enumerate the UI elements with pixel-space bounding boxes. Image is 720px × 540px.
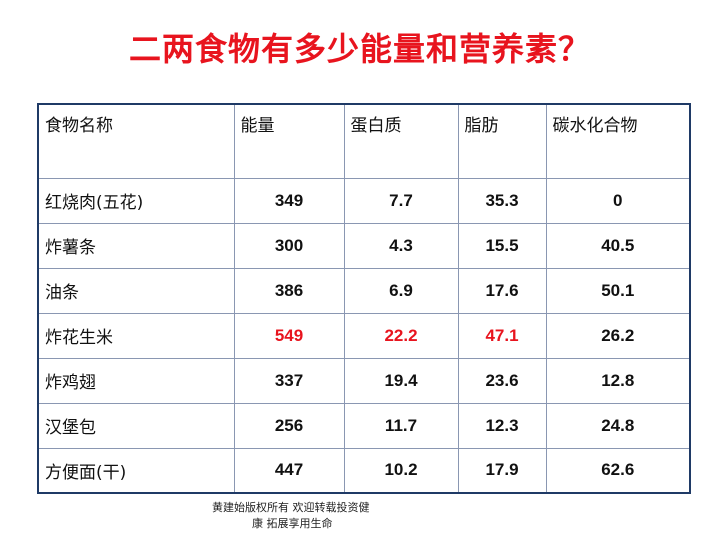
energy-cell: 349 (233, 177, 345, 224)
fat-cell: 17.6 (457, 267, 547, 314)
footer-line-1: 黄建始版权所有 欢迎转载投资健 (212, 501, 370, 514)
carbohydrate-cell: 12.8 (545, 357, 691, 404)
carbohydrate-cell: 26.2 (545, 312, 691, 359)
food-name-cell: 油条 (37, 267, 235, 314)
carbohydrate-cell: 40.5 (545, 222, 691, 269)
footer-line-2: 康 拓展享用生命 (252, 517, 333, 530)
protein-cell: 19.4 (343, 357, 459, 404)
carbohydrate-cell: 50.1 (545, 267, 691, 314)
carbohydrate-cell: 24.8 (545, 402, 691, 449)
nutrition-table: 食物名称 能量 蛋白质 脂肪 碳水化合物 红烧肉(五花) 349 7.7 35.3 0 炸… (37, 103, 691, 494)
fat-cell: 15.5 (457, 222, 547, 269)
table-row: 炸薯条 300 4.3 15.5 40.5 (37, 222, 691, 269)
food-name-cell: 炸鸡翅 (37, 357, 235, 404)
copyright-footer: 黄建始版权所有 欢迎转载投资健 康 拓展享用生命 (212, 500, 462, 532)
fat-cell: 12.3 (457, 402, 547, 449)
carbohydrate-cell: 0 (545, 177, 691, 224)
protein-cell: 6.9 (343, 267, 459, 314)
energy-cell: 447 (233, 447, 345, 494)
food-name-cell: 炸花生米 (37, 312, 235, 359)
fat-cell: 17.9 (457, 447, 547, 494)
energy-cell: 300 (233, 222, 345, 269)
header-carbohydrate: 碳水化合物 (545, 103, 691, 179)
table-row: 汉堡包 256 11.7 12.3 24.8 (37, 402, 691, 449)
carbohydrate-cell: 62.6 (545, 447, 691, 494)
energy-cell: 337 (233, 357, 345, 404)
energy-cell: 386 (233, 267, 345, 314)
protein-cell: 22.2 (343, 312, 459, 359)
energy-cell: 256 (233, 402, 345, 449)
header-fat: 脂肪 (457, 103, 547, 179)
header-food-name: 食物名称 (37, 103, 235, 179)
food-name-cell: 红烧肉(五花) (37, 177, 235, 224)
fat-cell: 47.1 (457, 312, 547, 359)
protein-cell: 10.2 (343, 447, 459, 494)
table-row: 炸花生米 549 22.2 47.1 26.2 (37, 312, 691, 359)
energy-cell: 549 (233, 312, 345, 359)
protein-cell: 7.7 (343, 177, 459, 224)
header-protein: 蛋白质 (343, 103, 459, 179)
fat-cell: 35.3 (457, 177, 547, 224)
table-row: 方便面(干) 447 10.2 17.9 62.6 (37, 447, 691, 494)
nutrition-table-container: 食物名称 能量 蛋白质 脂肪 碳水化合物 红烧肉(五花) 349 7.7 35.3 0 炸… (37, 103, 691, 494)
food-name-cell: 汉堡包 (37, 402, 235, 449)
table-row: 炸鸡翅 337 19.4 23.6 12.8 (37, 357, 691, 404)
table-header-row: 食物名称 能量 蛋白质 脂肪 碳水化合物 (37, 103, 691, 179)
fat-cell: 23.6 (457, 357, 547, 404)
slide-title: 二两食物有多少能量和营养素？ (128, 30, 591, 68)
table-row: 红烧肉(五花) 349 7.7 35.3 0 (37, 177, 691, 224)
protein-cell: 11.7 (343, 402, 459, 449)
food-name-cell: 炸薯条 (37, 222, 235, 269)
protein-cell: 4.3 (343, 222, 459, 269)
food-name-cell: 方便面(干) (37, 447, 235, 494)
table-row: 油条 386 6.9 17.6 50.1 (37, 267, 691, 314)
header-energy: 能量 (233, 103, 345, 179)
